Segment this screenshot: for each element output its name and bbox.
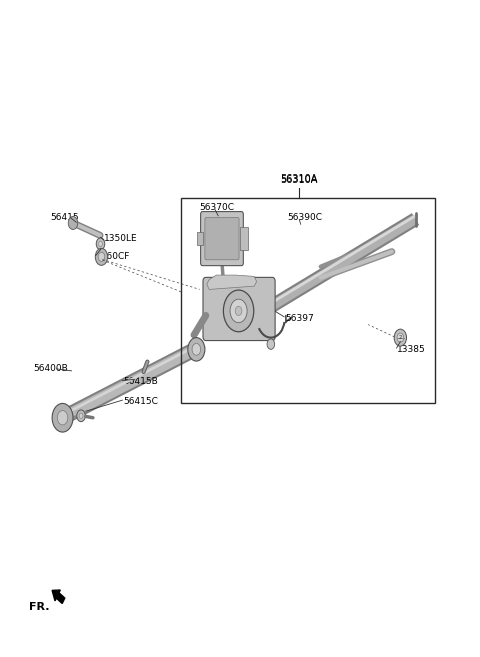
- FancyBboxPatch shape: [205, 217, 239, 260]
- Circle shape: [96, 248, 108, 265]
- Text: 56397: 56397: [285, 314, 314, 323]
- Circle shape: [192, 344, 201, 355]
- Circle shape: [79, 413, 83, 419]
- Text: 56415: 56415: [50, 214, 79, 222]
- Text: 56310A: 56310A: [281, 174, 318, 184]
- Circle shape: [397, 333, 404, 342]
- Circle shape: [188, 338, 205, 361]
- Circle shape: [235, 306, 242, 315]
- Circle shape: [77, 410, 85, 422]
- Text: 2: 2: [398, 335, 402, 340]
- Bar: [240, 227, 248, 250]
- Text: 13385: 13385: [396, 346, 425, 355]
- FancyBboxPatch shape: [203, 277, 275, 340]
- Circle shape: [96, 238, 105, 250]
- Text: 56310A: 56310A: [281, 175, 318, 185]
- Circle shape: [98, 241, 102, 246]
- Bar: [180, 198, 434, 403]
- Text: 56370C: 56370C: [200, 204, 235, 212]
- Circle shape: [223, 290, 254, 332]
- Text: 56390C: 56390C: [288, 214, 323, 222]
- Circle shape: [394, 329, 407, 346]
- Text: 56400B: 56400B: [34, 365, 68, 373]
- Text: FR.: FR.: [29, 602, 49, 612]
- Circle shape: [230, 299, 247, 323]
- Circle shape: [68, 216, 78, 229]
- Circle shape: [98, 252, 105, 261]
- Circle shape: [52, 403, 73, 432]
- Text: 1360CF: 1360CF: [96, 252, 130, 261]
- Text: 56415C: 56415C: [123, 397, 158, 406]
- Circle shape: [267, 339, 275, 350]
- Text: 1350LE: 1350LE: [104, 234, 137, 243]
- FancyArrow shape: [52, 590, 65, 604]
- FancyBboxPatch shape: [201, 212, 243, 265]
- Polygon shape: [207, 275, 257, 290]
- Bar: [197, 232, 204, 245]
- Text: 56415B: 56415B: [123, 377, 157, 386]
- Circle shape: [57, 411, 68, 425]
